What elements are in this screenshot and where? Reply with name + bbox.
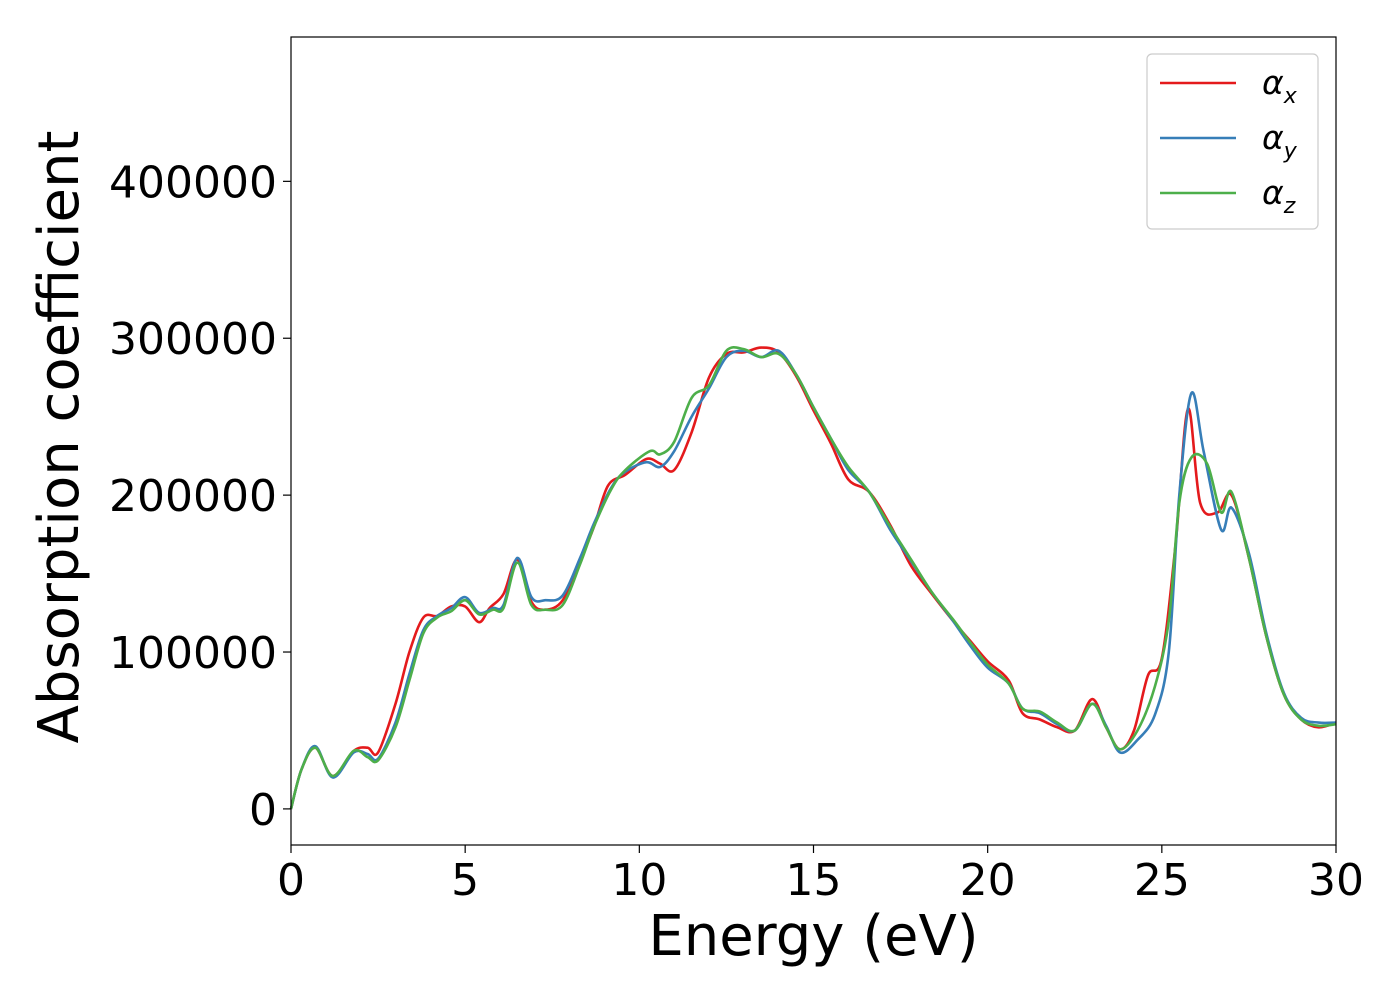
series-layer (289, 346, 1337, 810)
y-axis-ticks: 0 100000 200000 300000 400000 (109, 157, 291, 836)
y-tick-label: 200000 (109, 471, 277, 522)
x-tick-label: 0 (277, 855, 305, 906)
x-tick-label: 15 (786, 855, 842, 906)
y-tick-label: 400000 (109, 157, 277, 208)
series-line-x (289, 346, 1337, 810)
y-axis-label: Absorption coefficient (27, 131, 92, 744)
x-tick-label: 30 (1308, 855, 1364, 906)
x-axis-ticks: 0 5 10 15 20 25 30 (277, 845, 1364, 906)
x-tick-label: 25 (1134, 855, 1190, 906)
y-tick-label: 300000 (109, 314, 277, 365)
y-tick-label: 100000 (109, 628, 277, 679)
x-tick-label: 10 (611, 855, 667, 906)
x-tick-label: 5 (451, 855, 479, 906)
x-tick-label: 20 (960, 855, 1016, 906)
series-line-y (289, 348, 1337, 810)
x-axis-label: Energy (eV) (648, 904, 978, 969)
legend-box (1146, 53, 1319, 230)
y-tick-label: 0 (249, 785, 277, 836)
series-line-z (289, 346, 1337, 810)
